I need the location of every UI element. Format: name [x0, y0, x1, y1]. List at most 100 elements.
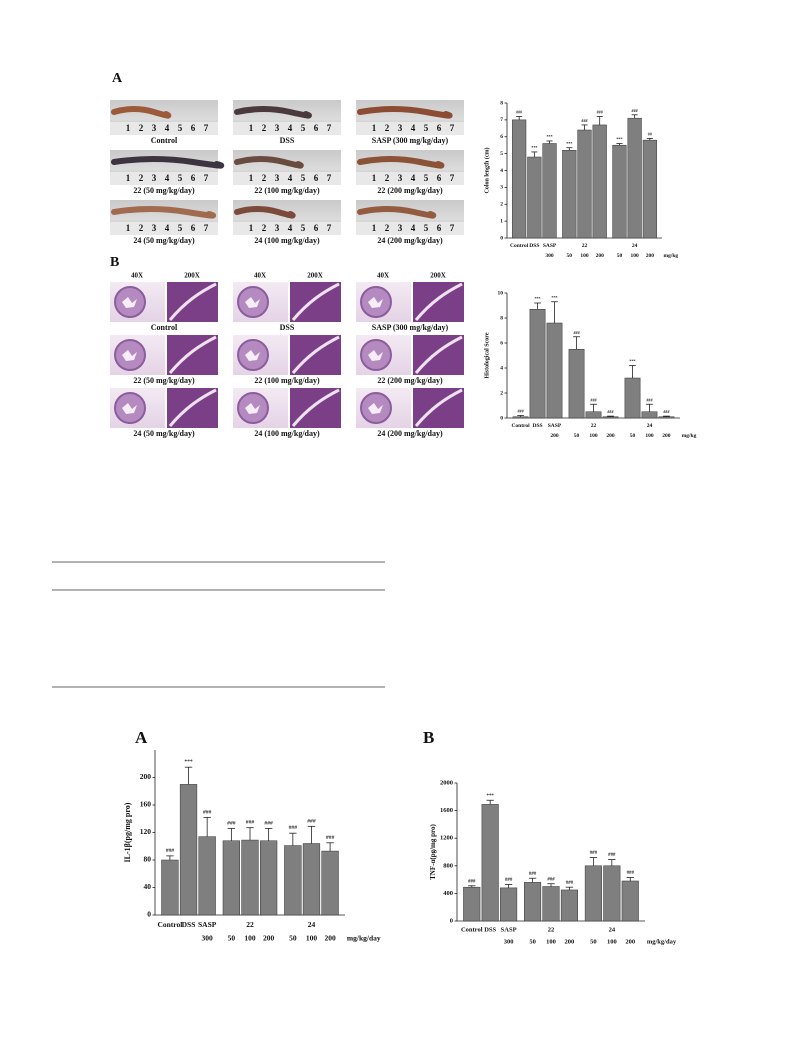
- ruler-number: 6: [437, 123, 442, 133]
- ruler-number: 6: [437, 173, 442, 183]
- ruler-number: 4: [165, 173, 170, 183]
- photo-caption: DSS: [280, 136, 295, 145]
- bar: [627, 117, 642, 239]
- significance-label: ###: [590, 851, 598, 856]
- ruler-number: 2: [262, 173, 267, 183]
- ruler-scale: [356, 122, 464, 135]
- significance-label: ***: [531, 145, 537, 150]
- tissue-fold: [291, 388, 340, 427]
- ruler-number: 7: [327, 173, 332, 183]
- x-tick-label: 200: [646, 253, 655, 259]
- x-tick-label: 100: [589, 433, 598, 439]
- y-axis-label: IL-1β(pg/mg pro): [123, 802, 132, 862]
- group-label: SASP: [501, 927, 517, 934]
- ruler-number: 6: [437, 223, 442, 233]
- bar: [546, 322, 563, 419]
- bar: [179, 784, 198, 916]
- ruler-number: 5: [301, 173, 306, 183]
- ruler-number: 2: [385, 173, 390, 183]
- bar: [542, 886, 560, 922]
- x-tick-label: 200: [565, 938, 575, 945]
- bar: [463, 886, 481, 922]
- x-tick-label: 50: [574, 433, 580, 439]
- bar: [562, 150, 577, 239]
- y-tick-label: 160: [140, 800, 152, 809]
- bar: [612, 144, 627, 239]
- y-tick-label: 5: [500, 151, 503, 157]
- ruler-number: 5: [178, 223, 183, 233]
- colon-tissue: [111, 106, 172, 119]
- x-tick-label: DSS: [484, 927, 496, 934]
- tissue-fold: [168, 335, 217, 374]
- significance-label: ###: [573, 330, 579, 335]
- x-tick-label: 200: [596, 253, 605, 259]
- significance-label: ***: [629, 359, 635, 364]
- significance-label: ###: [566, 881, 574, 886]
- bar: [222, 840, 241, 916]
- photo-caption: Control: [151, 136, 178, 145]
- lumen: [122, 350, 137, 361]
- significance-label: ###: [227, 820, 236, 826]
- y-axis-label: TNF-α(pg/mg pro): [429, 823, 437, 879]
- bar: [241, 839, 259, 916]
- magnification: 200X: [307, 272, 323, 280]
- significance-label: ###: [590, 397, 596, 402]
- x-tick-label: 100: [607, 938, 617, 945]
- panel-label: A: [112, 71, 123, 86]
- y-tick-label: 400: [443, 890, 453, 897]
- lumen: [245, 350, 260, 361]
- significance-label: ###: [203, 809, 212, 815]
- ruler-number: 7: [204, 123, 209, 133]
- x-unit-label: mg/kg/day: [647, 938, 677, 945]
- significance-label: ###: [663, 409, 669, 414]
- tissue-fold: [168, 388, 217, 427]
- x-tick-label: 100: [580, 253, 589, 259]
- ruler-number: 5: [301, 223, 306, 233]
- lumen: [368, 350, 383, 361]
- photo-caption: 24 (100 mg/kg/day): [254, 429, 320, 438]
- ruler-number: 3: [275, 123, 280, 133]
- ruler-number: 2: [385, 123, 390, 133]
- group-label: 22: [591, 423, 597, 429]
- bar: [584, 865, 602, 922]
- y-tick-label: 4: [500, 168, 503, 174]
- ruler-number: 2: [262, 223, 267, 233]
- significance-label: ###: [289, 825, 298, 831]
- x-tick-label: 50: [617, 253, 623, 259]
- y-tick-label: 2: [500, 390, 503, 396]
- bar: [512, 119, 527, 239]
- significance-label: ###: [166, 848, 175, 854]
- bar: [603, 865, 621, 922]
- significance-label: ###: [516, 110, 522, 115]
- significance-label: ###: [264, 820, 273, 826]
- x-tick-label: 200: [662, 433, 671, 439]
- significance-label: ###: [627, 871, 635, 876]
- colon-tissue: [357, 106, 453, 119]
- y-axis-label: Histological Score: [485, 332, 491, 378]
- ruler-number: 5: [301, 123, 306, 133]
- group-label: 24: [609, 927, 616, 934]
- ruler-number: 1: [249, 123, 254, 133]
- ruler-number: 4: [288, 223, 293, 233]
- x-tick-label: 200: [606, 433, 615, 439]
- ruler-number: 3: [398, 223, 403, 233]
- colon-tissue: [234, 106, 312, 119]
- significance-label: ###: [581, 118, 587, 123]
- ruler-scale: [233, 172, 341, 185]
- x-tick-label: Control: [461, 927, 483, 934]
- x-unit-label: mg/kg/day: [347, 934, 381, 943]
- y-tick-label: 8: [500, 315, 503, 321]
- lumen: [368, 403, 383, 414]
- lumen: [368, 297, 383, 308]
- panel-label: B: [110, 255, 119, 270]
- x-tick-label: 200: [263, 934, 275, 943]
- lumen: [245, 297, 260, 308]
- group-label: 24: [647, 423, 653, 429]
- y-tick-label: 2000: [440, 779, 453, 786]
- group-label: 22: [246, 920, 254, 929]
- ruler-number: 2: [385, 223, 390, 233]
- y-tick-label: 800: [443, 862, 453, 869]
- ruler-number: 1: [372, 223, 377, 233]
- photo-caption: 22 (100 mg/kg/day): [254, 376, 320, 385]
